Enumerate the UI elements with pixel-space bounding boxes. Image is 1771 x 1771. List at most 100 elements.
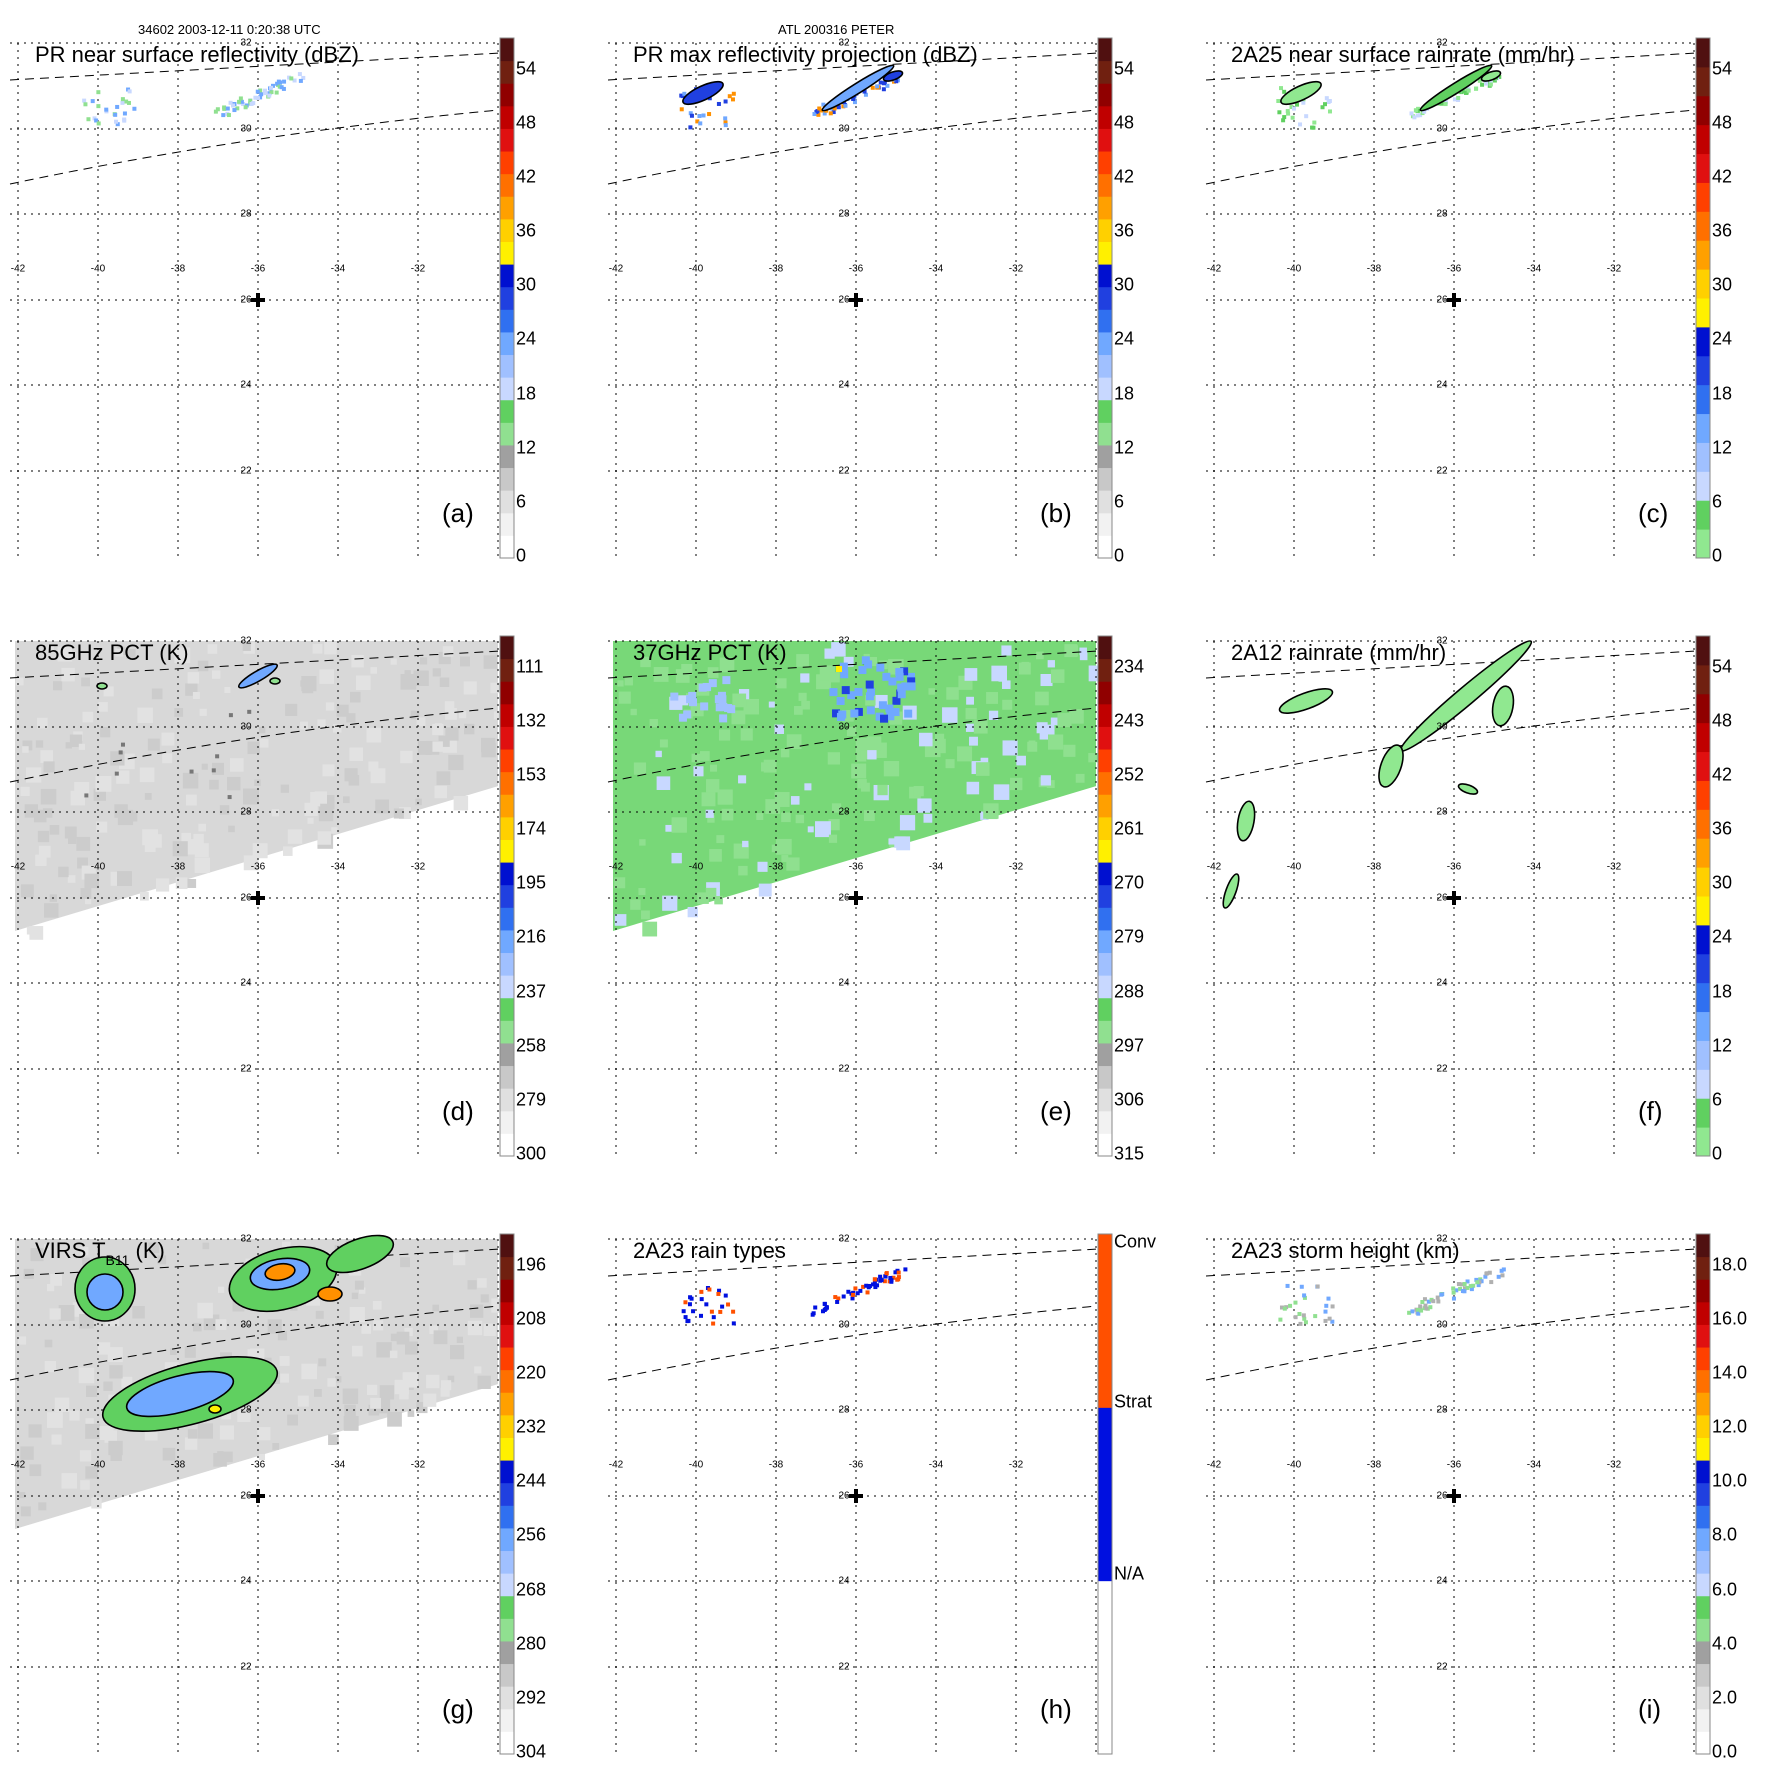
storm-center-marker: [251, 891, 265, 905]
latitude-label: 26: [240, 892, 252, 904]
colorbar-segment: [1098, 749, 1112, 773]
pixel: [58, 1304, 75, 1321]
pixel: [842, 710, 854, 722]
pixel: [883, 761, 900, 777]
pixel: [432, 1304, 440, 1312]
pixel: [835, 104, 840, 109]
longitude-label: -34: [330, 263, 346, 275]
pixel: [1474, 1277, 1479, 1282]
pixel: [822, 1301, 827, 1306]
pixel: [865, 680, 874, 689]
colorbar-segment: [1696, 240, 1710, 270]
pixel: [325, 702, 335, 711]
pixel: [965, 708, 977, 720]
colorbar-segment: [1098, 83, 1112, 107]
colorbar-tick-label: 18.0: [1712, 1254, 1748, 1274]
colorbar-tick-label: 12: [1712, 437, 1733, 458]
pixel: [232, 1299, 245, 1312]
colorbar-segment: [500, 196, 514, 220]
pixel: [1422, 1297, 1427, 1302]
pixel: [348, 775, 360, 786]
colorbar-segment: [1098, 975, 1112, 999]
colorbar-tick-label: 54: [1114, 58, 1135, 78]
panel-title-text: VIRS T: [35, 1238, 106, 1263]
pixel: [850, 709, 859, 718]
pixel: [124, 99, 129, 104]
pixel: [817, 106, 822, 111]
panel-label: (f): [1638, 1096, 1663, 1126]
pixel: [213, 109, 218, 114]
longitude-label: -42: [1206, 1459, 1222, 1471]
pixel: [241, 102, 246, 107]
pixel: [232, 108, 237, 113]
pr-swath-edge-south: [9, 1305, 499, 1381]
pixel: [882, 1279, 887, 1284]
colorbar-segment: [1696, 1256, 1710, 1280]
pixel: [1295, 102, 1300, 107]
pixel: [880, 714, 889, 723]
pixel: [103, 1381, 113, 1391]
pixel: [29, 1464, 42, 1477]
pixel: [162, 1447, 176, 1461]
longitude-label: -34: [330, 861, 346, 873]
colorbar-frame: [1097, 37, 1113, 559]
pr-swath-edge-south: [9, 109, 499, 185]
longitude-label: -38: [768, 861, 784, 873]
latitude-label: 26: [838, 294, 850, 306]
pixel: [148, 1242, 160, 1254]
pixel: [1451, 1286, 1456, 1291]
pixel: [68, 835, 77, 845]
pixel: [706, 779, 720, 793]
colorbar-tick-label: 153: [516, 764, 547, 785]
pixel: [132, 106, 137, 111]
pixel: [718, 729, 731, 741]
panel-label: (a): [442, 498, 474, 528]
colorbar-segment: [500, 309, 514, 333]
pixel: [1079, 647, 1087, 656]
pixel: [894, 836, 906, 848]
pixel: [913, 786, 924, 797]
pixel: [1069, 709, 1084, 724]
pixel: [69, 1410, 80, 1421]
pixel: [730, 97, 735, 102]
colorbar-segment: [500, 1618, 514, 1642]
pixel: [1410, 1309, 1415, 1314]
colorbar-segment: [1098, 264, 1112, 288]
pixel: [275, 81, 280, 86]
pixel: [242, 642, 251, 652]
pixel: [1282, 89, 1287, 94]
pixel: [1330, 1304, 1335, 1309]
pixel: [991, 665, 1007, 682]
pixel: [775, 838, 792, 855]
echo-cell: [1457, 783, 1479, 795]
pixel: [896, 1270, 901, 1275]
colorbar-segment: [500, 1279, 514, 1303]
longitude-label: -38: [768, 1459, 784, 1471]
pixel: [727, 705, 736, 714]
panel-title: 85GHz PCT (K): [35, 640, 189, 666]
pixel: [832, 709, 841, 718]
longitude-label: -36: [848, 861, 864, 873]
pixel: [407, 1410, 415, 1417]
pixel: [884, 1271, 889, 1276]
pixel: [1476, 1283, 1481, 1288]
pixel: [988, 710, 999, 720]
pixel: [187, 879, 197, 888]
pixel: [331, 827, 338, 834]
colorbar-segment: [1098, 1088, 1112, 1112]
pixel: [85, 1423, 101, 1439]
pixel: [740, 728, 753, 741]
pixel: [801, 700, 810, 710]
pixel: [846, 1289, 851, 1294]
pixel: [237, 99, 242, 104]
colorbar-segment: [1696, 1640, 1710, 1665]
pixel: [888, 838, 895, 845]
longitude-label: -40: [90, 861, 106, 873]
pixel: [1299, 1284, 1304, 1289]
colorbar-tick-label: 261: [1114, 818, 1145, 839]
pixel: [247, 741, 261, 755]
pixel: [237, 1408, 251, 1423]
colorbar-tick-label: 14.0: [1712, 1362, 1748, 1383]
pixel: [891, 708, 900, 717]
pixel: [1488, 80, 1493, 85]
